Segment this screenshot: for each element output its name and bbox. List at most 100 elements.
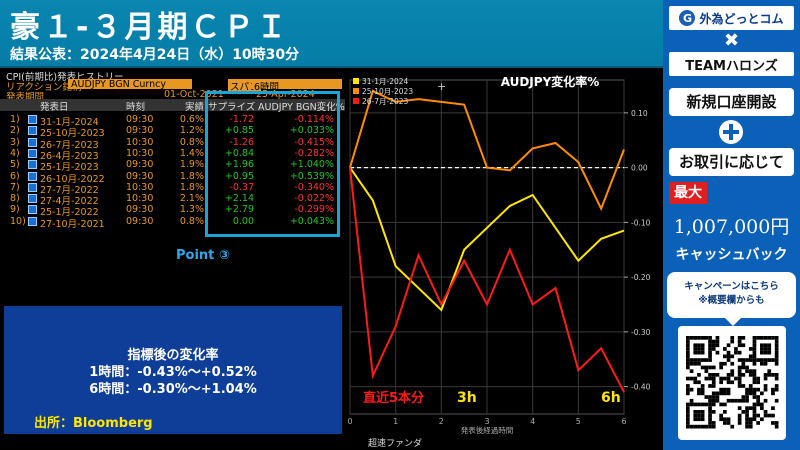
qr-code-icon[interactable] (678, 326, 786, 440)
qr-module (726, 350, 731, 355)
legend-swatch (353, 88, 359, 94)
table-row[interactable]: 6) 26-10月-2022 09:30 1.8% +0.95 +0.539% (0, 170, 345, 185)
row-time: 10:30 (126, 147, 154, 159)
row-checkbox[interactable] (28, 194, 37, 204)
table-row[interactable]: 7) 27-7月-2022 10:30 1.8% -0.37 -0.340% (0, 181, 345, 196)
qr-module (697, 391, 701, 396)
row-checkbox[interactable] (28, 216, 37, 226)
qr-module (767, 336, 772, 340)
qr-module (708, 410, 712, 414)
reaction-ticker-field[interactable]: AUDJPY BGN Curncy (68, 79, 192, 90)
qr-module (711, 424, 716, 429)
x-tick-label: 3 (484, 417, 489, 426)
qr-module (763, 361, 768, 366)
qr-module (689, 376, 694, 381)
qr-module (693, 402, 698, 407)
table-row[interactable]: 2) 25-10月-2023 09:30 1.2% +0.85 +0.033% (0, 125, 345, 139)
row-checkbox[interactable] (28, 126, 37, 136)
qr-module (723, 402, 727, 407)
qr-module (745, 417, 749, 422)
qr-module (737, 406, 742, 410)
qr-module (756, 421, 760, 425)
period-from-field[interactable]: 01-Oct-2021 (164, 89, 224, 100)
point-label: Point ③ (176, 248, 230, 263)
qr-module (708, 395, 712, 399)
row-checkbox[interactable] (28, 115, 37, 124)
qr-module (752, 376, 757, 381)
row-checkbox[interactable] (28, 148, 37, 158)
table-row[interactable]: 5) 25-1月-2023 09:30 1.9% +1.96 +1.040% (0, 159, 345, 173)
period-to-field[interactable]: 25-Apr-2024 (256, 89, 315, 100)
qr-module (756, 398, 760, 403)
table-row[interactable]: 9) 25-1月-2022 09:30 1.3% +2.79 -0.299% (0, 204, 345, 219)
qr-module (730, 361, 735, 366)
col-actual-header[interactable]: 実績 (184, 102, 204, 113)
row-actual: 0.8% (179, 215, 204, 227)
y-tick-label: 0.10 (631, 109, 648, 118)
brand-logo-gaitame[interactable]: G 外為どっとコム (669, 6, 794, 30)
row-time: 09:30 (126, 170, 154, 182)
row-time: 09:30 (126, 215, 154, 227)
table-row[interactable]: 3) 26-7月-2023 10:30 0.8% -1.26 -0.415% (0, 137, 345, 151)
qr-module (723, 421, 727, 425)
col-surprise-header[interactable]: サプライズ (208, 102, 256, 113)
qr-module (723, 387, 727, 392)
qr-module (693, 350, 698, 355)
qr-module (745, 395, 749, 399)
row-surprise: +2.79 (224, 204, 254, 216)
row-checkbox[interactable] (28, 182, 37, 192)
qr-module (711, 402, 716, 407)
row-date: 26-10月-2022 (40, 173, 105, 185)
row-date: 25-1月-2022 (40, 207, 99, 219)
row-number: 7) (10, 181, 20, 193)
qr-module (767, 373, 772, 377)
legend-label: 31-1月-2024 (362, 77, 409, 86)
table-row[interactable]: 8) 27-4月-2022 10:30 2.1% +2.14 -0.022% (0, 193, 345, 207)
row-checkbox[interactable] (28, 171, 37, 181)
qr-module (700, 358, 705, 362)
col-time-header[interactable]: 時刻 (126, 102, 146, 113)
qr-module (715, 395, 720, 399)
qr-module (697, 373, 701, 377)
campaign-note-bubble[interactable]: キャンペーンはこちら ※概要欄からも (667, 272, 796, 326)
row-checkbox[interactable] (28, 205, 37, 215)
qr-module (697, 343, 701, 348)
qr-module (767, 350, 772, 355)
table-row[interactable]: 10) 27-10月-2021 09:30 0.8% 0.00 +0.043% (0, 215, 345, 230)
qr-module (704, 402, 709, 407)
table-row[interactable]: 4) 26-4月-2023 10:30 1.4% +0.84 -0.282% (0, 147, 345, 162)
campaign-note-line1: キャンペーンはこちら (684, 281, 779, 292)
qr-module (711, 376, 716, 381)
qr-module (752, 336, 757, 340)
qr-module (763, 387, 768, 392)
cross-icon: ✖ (723, 30, 740, 51)
series-line-1 (349, 167, 625, 312)
g-logo-icon: G (679, 10, 696, 26)
qr-module (760, 417, 764, 422)
open-account-button[interactable]: 新規口座開設 (669, 88, 794, 116)
row-checkbox[interactable] (28, 160, 37, 170)
qr-module (752, 417, 757, 422)
trade-volume-button[interactable]: お取引に応じて (669, 148, 794, 176)
span-select[interactable]: 6時間 (252, 79, 342, 93)
qr-module (715, 373, 720, 377)
qr-module (752, 387, 757, 392)
qr-module (745, 365, 749, 370)
row-surprise: +2.14 (224, 193, 254, 205)
table-row[interactable]: 1) 31-1月-2024 09:30 0.6% -1.72 -0.114% (0, 114, 345, 128)
qr-module (756, 387, 760, 392)
qr-module (774, 354, 779, 359)
row-checkbox[interactable] (28, 137, 37, 147)
qr-module (700, 384, 705, 388)
qr-module (711, 380, 716, 385)
col-date-header[interactable]: 発表日 (40, 102, 69, 113)
qr-module (763, 350, 768, 355)
qr-module (771, 336, 775, 340)
brand-logo-team-harons[interactable]: TEAMハロンズ (669, 52, 794, 76)
qr-module (760, 406, 764, 410)
qr-module (752, 350, 757, 355)
col-change-header[interactable]: AUDJPY BGN変化% (258, 102, 345, 113)
qr-module (711, 395, 716, 399)
qr-module (686, 417, 690, 422)
qr-module (708, 365, 712, 370)
